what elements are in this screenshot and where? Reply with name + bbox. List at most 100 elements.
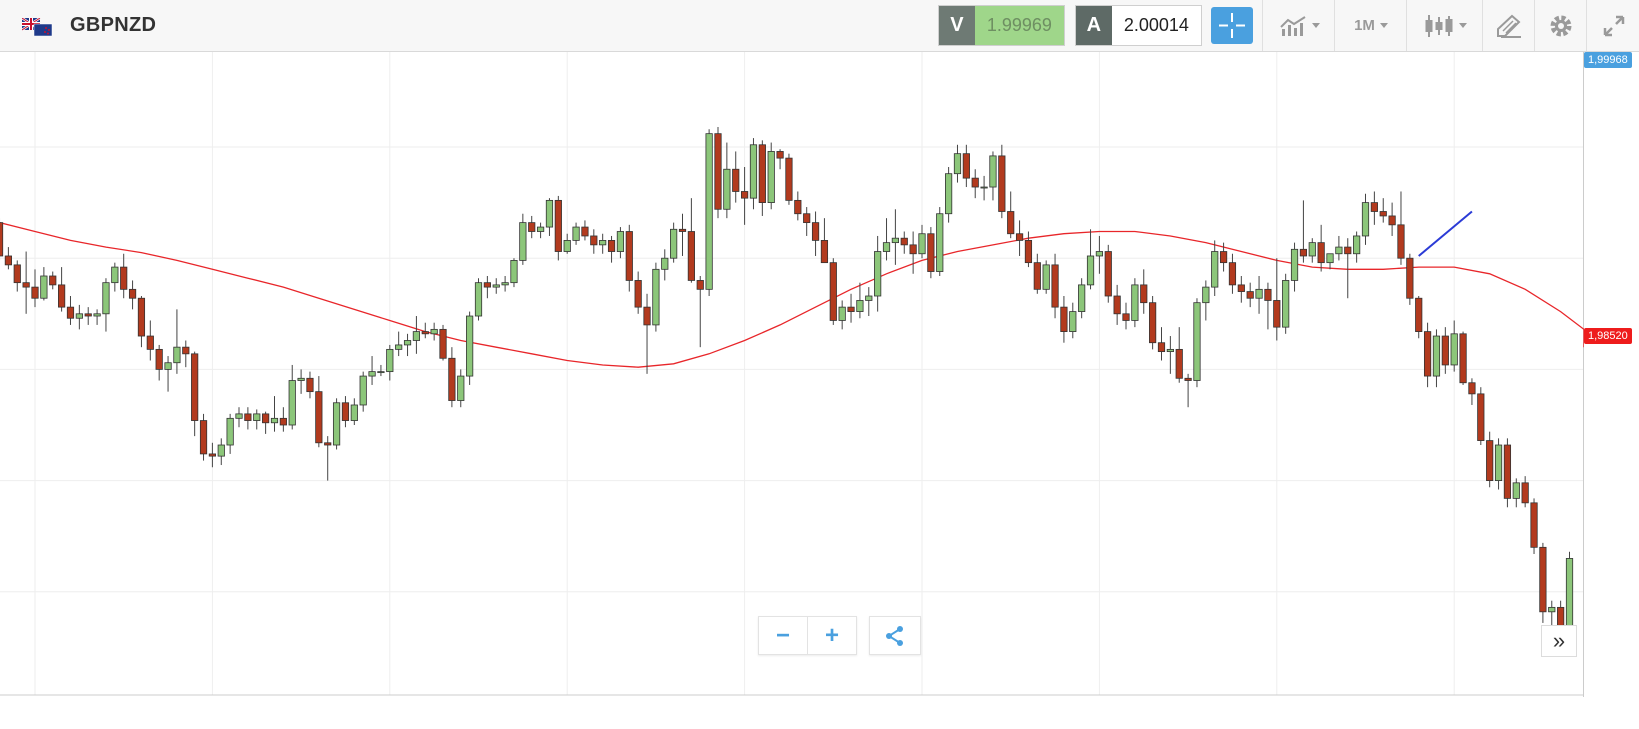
ask-quote-button[interactable]: A 2.00014 xyxy=(1075,5,1202,46)
candle xyxy=(874,235,882,312)
candle-body xyxy=(137,297,146,337)
chart-grid xyxy=(0,52,1584,697)
candle-body xyxy=(989,155,997,188)
candle xyxy=(1140,269,1148,314)
candle-body xyxy=(297,377,305,381)
candle-body xyxy=(1406,257,1414,299)
chart-style-button[interactable] xyxy=(1406,0,1483,51)
candle xyxy=(634,271,642,314)
candle xyxy=(1379,198,1387,223)
zoom-in-button[interactable]: + xyxy=(807,617,856,654)
settings-button[interactable] xyxy=(1534,0,1587,51)
candle xyxy=(1113,284,1121,325)
candle xyxy=(927,227,935,279)
candle xyxy=(1033,253,1041,294)
candle-body xyxy=(829,262,837,321)
candle xyxy=(102,278,110,332)
candle xyxy=(1166,336,1174,374)
candle xyxy=(661,249,669,281)
candle xyxy=(1060,296,1068,343)
candle xyxy=(1353,231,1361,263)
candle-body xyxy=(945,173,953,215)
candle xyxy=(1157,327,1166,361)
price-chart[interactable]: 1,983001,984001,985001,986001,98700 13:0… xyxy=(0,52,1584,697)
candle xyxy=(1450,320,1458,372)
trend-line-drawing[interactable] xyxy=(1418,210,1473,257)
candle-body xyxy=(1450,333,1458,366)
bottom-strip xyxy=(0,697,1639,729)
trend-line[interactable] xyxy=(1418,210,1473,257)
candle xyxy=(1290,242,1299,292)
candle xyxy=(1415,296,1423,339)
candle-body xyxy=(1317,242,1325,264)
candle xyxy=(164,356,172,392)
candle-body xyxy=(66,306,75,319)
candle-body xyxy=(1086,255,1095,286)
ask-price: 2.00014 xyxy=(1111,6,1201,45)
candle-body xyxy=(474,282,483,317)
candle-body xyxy=(1273,300,1281,328)
candle-body xyxy=(49,275,57,286)
candle xyxy=(0,218,4,261)
candle-body xyxy=(1024,240,1033,264)
candle xyxy=(1184,373,1192,408)
bid-quote-button[interactable]: V 1.99969 xyxy=(938,5,1065,46)
candle xyxy=(244,407,252,430)
candle xyxy=(971,169,979,199)
candle xyxy=(75,304,83,330)
candle-body xyxy=(874,251,882,297)
candle-body xyxy=(1441,335,1449,366)
candle-body xyxy=(1335,246,1343,255)
timeframe-button[interactable]: 1M xyxy=(1334,0,1407,51)
candle-body xyxy=(430,328,438,335)
candle xyxy=(528,215,536,239)
crosshair-button[interactable] xyxy=(1211,7,1253,44)
candle xyxy=(909,231,917,274)
candle xyxy=(1539,542,1547,623)
candle-body xyxy=(492,284,500,288)
toolbar: GBPNZD V 1.99969 A 2.00014 1M xyxy=(0,0,1639,52)
moving-average-price-tag: 1,98520 xyxy=(1584,328,1632,344)
candle xyxy=(705,129,713,297)
candle xyxy=(1122,302,1130,330)
candle-body xyxy=(909,244,917,255)
drawing-tools-button[interactable] xyxy=(1482,0,1535,51)
timeframe-label: 1M xyxy=(1354,17,1375,34)
candle xyxy=(226,413,234,454)
candle xyxy=(510,258,518,288)
bid-label: V xyxy=(939,6,975,45)
share-icon xyxy=(886,625,903,646)
candle-body xyxy=(528,222,536,232)
candle xyxy=(980,175,988,201)
candle-body xyxy=(1415,297,1423,332)
candle-body xyxy=(332,402,341,446)
candle-body xyxy=(368,371,376,377)
zoom-out-button[interactable]: − xyxy=(775,621,790,649)
candle-body xyxy=(1228,262,1237,286)
candle-body xyxy=(1237,284,1245,292)
candle-body xyxy=(0,222,4,257)
indicator-menu-button[interactable] xyxy=(1262,0,1335,51)
candle xyxy=(1397,191,1405,265)
share-button[interactable] xyxy=(869,616,921,655)
candle-body xyxy=(1007,211,1015,235)
candle xyxy=(1432,329,1441,388)
candle-body xyxy=(111,266,119,284)
candle-body xyxy=(262,413,270,424)
fullscreen-button[interactable] xyxy=(1586,0,1639,51)
candle xyxy=(1548,600,1556,626)
candle xyxy=(741,167,749,225)
candle xyxy=(111,262,119,292)
candle xyxy=(989,151,997,201)
candle-body xyxy=(705,133,713,290)
candle xyxy=(803,207,811,236)
scroll-to-latest-button[interactable]: » xyxy=(1541,625,1577,657)
candle-body xyxy=(936,213,944,272)
candle xyxy=(1335,235,1343,261)
candle xyxy=(820,218,829,264)
candle-body xyxy=(466,315,474,377)
current-price-tag: 1,99968 xyxy=(1584,52,1632,68)
candle xyxy=(581,220,589,241)
candle-body xyxy=(1033,262,1041,290)
candle-body xyxy=(253,413,261,421)
